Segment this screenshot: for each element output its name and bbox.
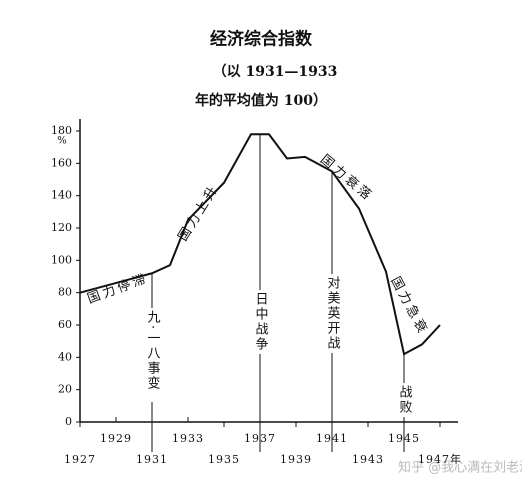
y-tick-label: 60 bbox=[58, 318, 72, 331]
event-label-bg bbox=[323, 274, 341, 353]
phase-label: 国力上升 bbox=[176, 182, 223, 244]
event-label-bg bbox=[251, 290, 269, 354]
x-tick-label: 1947年 bbox=[418, 452, 462, 466]
event-label: 战败 bbox=[397, 385, 413, 415]
y-tick-label: 140 bbox=[51, 189, 72, 202]
y-tick-label: 120 bbox=[51, 221, 72, 234]
phase-label: 国力停滞 bbox=[85, 270, 151, 307]
x-tick-label: 1935 bbox=[208, 453, 240, 466]
watermark: 知乎 @我心满在刘老湿 bbox=[398, 460, 522, 476]
x-tick-label: 1939 bbox=[280, 453, 312, 466]
event-label: 九·一八事变 bbox=[145, 310, 161, 391]
y-tick-label: 100 bbox=[51, 253, 72, 266]
y-tick-label: 40 bbox=[58, 350, 72, 363]
y-tick-label: 0 bbox=[65, 415, 72, 428]
y-axis-unit: % bbox=[57, 136, 67, 147]
event-label-bg bbox=[143, 308, 161, 402]
chart-title: 经济综合指数 bbox=[210, 29, 313, 50]
x-tick-label: 1927 bbox=[64, 453, 96, 466]
y-tick-label: 80 bbox=[58, 286, 72, 299]
event-label: 日中战争 bbox=[253, 292, 269, 352]
x-tick-label: 1933 bbox=[172, 432, 204, 445]
x-tick-label: 1929 bbox=[100, 432, 132, 445]
chart-subtitle: （以 1931—1933 bbox=[213, 64, 338, 80]
x-tick-label: 1943 bbox=[352, 453, 384, 466]
data-line bbox=[79, 133, 441, 356]
phase-label: 国力衰落 bbox=[317, 151, 376, 204]
y-tick-label: 20 bbox=[58, 383, 72, 396]
chart-subtitle: 年的平均值为 100） bbox=[195, 92, 327, 109]
y-tick-label: 160 bbox=[51, 156, 72, 169]
y-tick-label: 180 bbox=[51, 124, 72, 137]
event-label: 对美英开战 bbox=[325, 276, 341, 351]
event-label-bg bbox=[395, 383, 413, 417]
x-tick-label: 1931 bbox=[136, 453, 168, 466]
